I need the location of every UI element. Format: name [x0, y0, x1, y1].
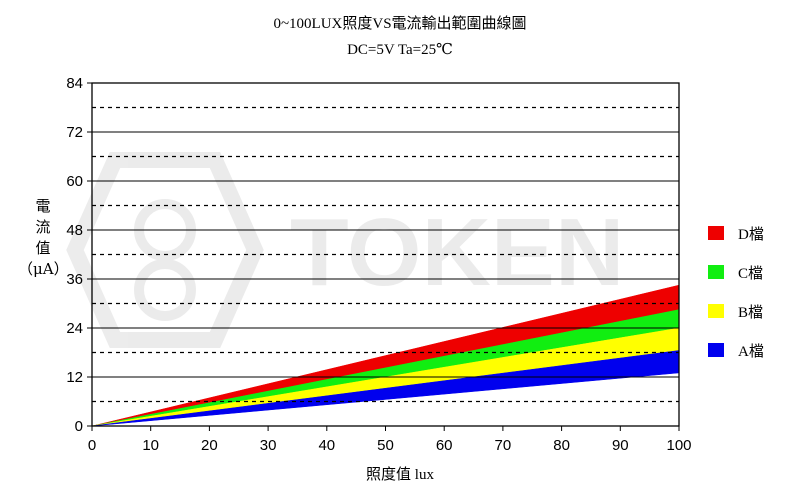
y-tick-label: 36 [66, 271, 83, 288]
watermark-text: TOKEN [290, 199, 624, 306]
watermark-logo: TOKEN [66, 152, 624, 348]
x-tick-label: 40 [318, 437, 335, 454]
legend: D檔 C檔 B檔 A檔 [708, 226, 764, 360]
tick-layer: 0 12 24 36 48 60 72 84 0 10 20 30 40 50 60 70 80 90 100 [66, 75, 691, 454]
legend-swatch [708, 226, 724, 240]
x-tick-label: 80 [553, 437, 570, 454]
legend-swatch [708, 265, 724, 279]
x-tick-label: 0 [88, 437, 96, 454]
y-axis-label-line: 值 [35, 239, 51, 257]
legend-label: A檔 [738, 343, 764, 360]
x-tick-label: 30 [260, 437, 277, 454]
x-tick-label: 50 [377, 437, 394, 454]
x-tick-label: 90 [612, 437, 629, 454]
y-tick-label: 48 [66, 222, 83, 239]
y-axis-label-line: （μA） [18, 260, 69, 278]
x-tick-label: 70 [495, 437, 512, 454]
legend-swatch [708, 343, 724, 357]
y-tick-label: 84 [66, 75, 83, 92]
x-axis-label: 照度值 lux [366, 467, 434, 483]
x-tick-label: 60 [436, 437, 453, 454]
y-axis-label-line: 流 [35, 218, 51, 236]
y-axis-label-line: 電 [35, 197, 51, 215]
legend-label: B檔 [738, 304, 763, 321]
watermark-hexagon-icon [66, 152, 264, 348]
legend-label: D檔 [738, 226, 764, 243]
watermark-circle-icon [134, 259, 196, 321]
y-axis-label: 電 流 值 （μA） [18, 196, 69, 280]
y-tick-label: 72 [66, 124, 83, 141]
legend-label: C檔 [738, 265, 763, 282]
grid-layer [92, 106, 679, 403]
chart-subtitle: DC=5V Ta=25℃ [347, 42, 453, 58]
x-tick-label: 100 [666, 437, 691, 454]
chart-title: 0~100LUX照度VS電流輸出範圍曲線圖 [273, 16, 527, 32]
y-tick-label: 60 [66, 173, 83, 190]
x-tick-label: 20 [201, 437, 218, 454]
y-tick-label: 24 [66, 320, 83, 337]
y-tick-label: 12 [66, 369, 83, 386]
legend-swatch [708, 304, 724, 318]
y-tick-label: 0 [75, 418, 83, 435]
x-tick-label: 10 [142, 437, 159, 454]
